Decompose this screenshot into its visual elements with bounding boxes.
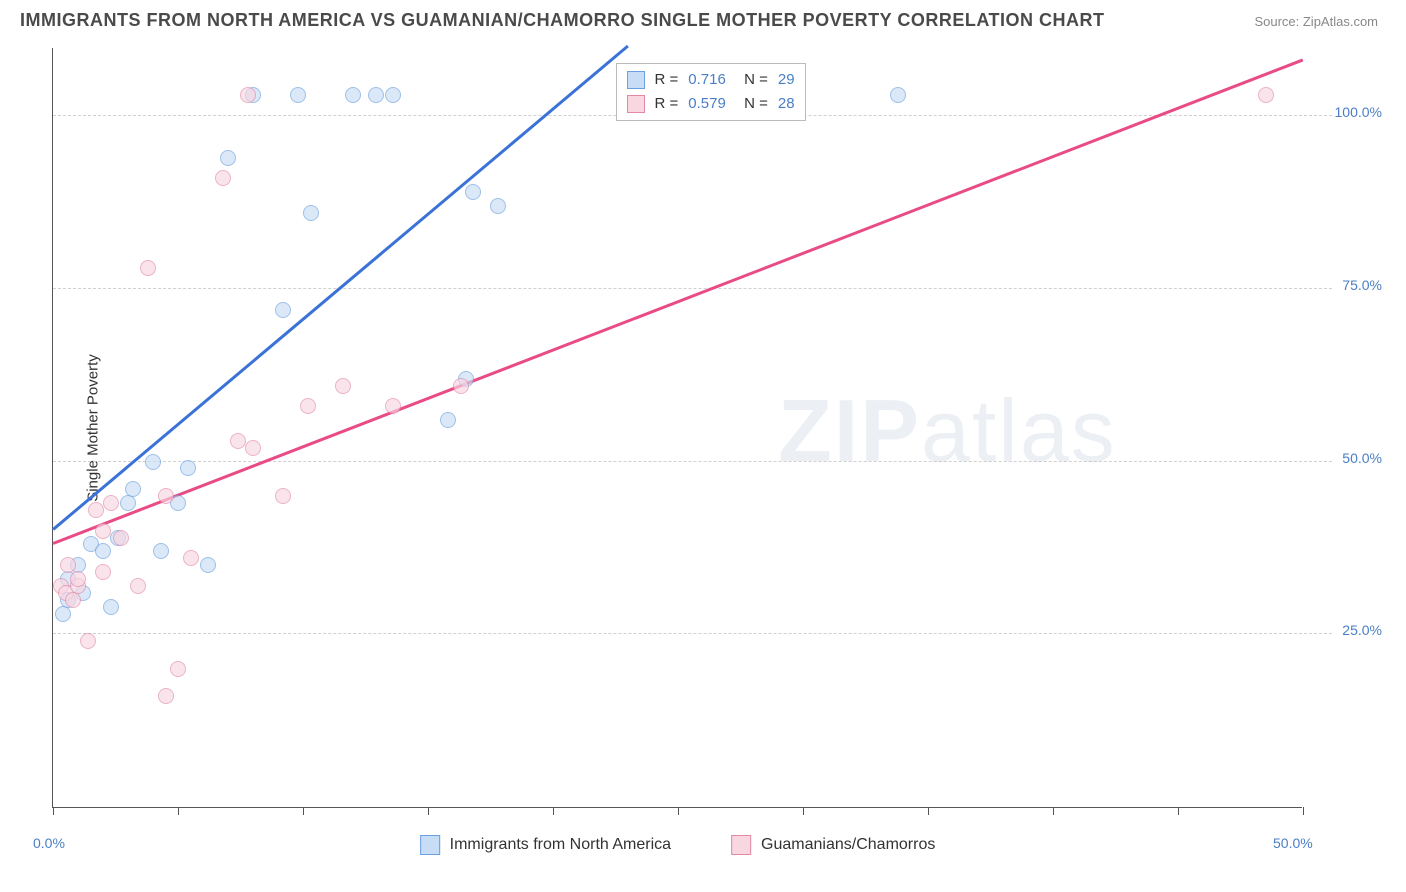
data-point-guamanians	[80, 633, 96, 649]
x-tick	[553, 807, 554, 815]
data-point-guamanians	[95, 523, 111, 539]
data-point-guamanians	[65, 592, 81, 608]
x-tick	[1178, 807, 1179, 815]
chart-title: IMMIGRANTS FROM NORTH AMERICA VS GUAMANI…	[20, 10, 1104, 31]
data-point-guamanians	[385, 398, 401, 414]
gridline	[53, 633, 1332, 634]
series-legend: Immigrants from North America Guamanians/…	[420, 835, 936, 855]
data-point-immigrants	[385, 87, 401, 103]
x-tick	[428, 807, 429, 815]
data-point-immigrants	[368, 87, 384, 103]
gridline	[53, 288, 1332, 289]
y-tick-label: 25.0%	[1342, 622, 1382, 638]
data-point-immigrants	[303, 205, 319, 221]
y-axis-title: Single Mother Poverty	[84, 354, 101, 502]
data-point-guamanians	[88, 502, 104, 518]
data-point-guamanians	[95, 564, 111, 580]
data-point-immigrants	[103, 599, 119, 615]
data-point-guamanians	[335, 378, 351, 394]
n-label: N =	[736, 92, 768, 116]
data-point-guamanians	[230, 433, 246, 449]
x-tick-label: 0.0%	[33, 835, 65, 851]
data-point-guamanians	[103, 495, 119, 511]
stats-row-guamanians: R = 0.579 N = 28	[627, 92, 795, 116]
watermark: ZIPatlas	[778, 380, 1117, 482]
data-point-immigrants	[465, 184, 481, 200]
data-point-immigrants	[345, 87, 361, 103]
x-tick-label: 50.0%	[1273, 835, 1313, 851]
data-point-immigrants	[890, 87, 906, 103]
n-label: N =	[736, 68, 768, 92]
data-point-guamanians	[70, 571, 86, 587]
data-point-immigrants	[95, 543, 111, 559]
legend-label: Guamanians/Chamorros	[761, 836, 935, 854]
correlation-stats-box: R = 0.716 N = 29R = 0.579 N = 28	[616, 63, 806, 121]
x-tick	[53, 807, 54, 815]
gridline	[53, 461, 1332, 462]
legend-swatch	[627, 95, 645, 113]
data-point-guamanians	[215, 170, 231, 186]
r-label: R =	[655, 92, 679, 116]
data-point-immigrants	[200, 557, 216, 573]
data-point-immigrants	[220, 150, 236, 166]
x-tick	[928, 807, 929, 815]
data-point-guamanians	[170, 661, 186, 677]
data-point-guamanians	[245, 440, 261, 456]
y-tick-label: 100.0%	[1335, 104, 1382, 120]
n-value: 29	[778, 68, 795, 92]
legend-label: Immigrants from North America	[450, 836, 671, 854]
r-value: 0.716	[688, 68, 726, 92]
data-point-immigrants	[125, 481, 141, 497]
data-point-guamanians	[158, 688, 174, 704]
trend-line-guamanians	[53, 58, 1304, 544]
data-point-guamanians	[183, 550, 199, 566]
x-tick	[1053, 807, 1054, 815]
data-point-guamanians	[453, 378, 469, 394]
data-point-guamanians	[240, 87, 256, 103]
data-point-immigrants	[275, 302, 291, 318]
data-point-immigrants	[153, 543, 169, 559]
scatter-plot-area: Single Mother Poverty 25.0%50.0%75.0%100…	[52, 48, 1302, 808]
r-value: 0.579	[688, 92, 726, 116]
data-point-guamanians	[275, 488, 291, 504]
x-tick	[678, 807, 679, 815]
y-tick-label: 50.0%	[1342, 450, 1382, 466]
legend-item-guamanians: Guamanians/Chamorros	[731, 835, 935, 855]
y-tick-label: 75.0%	[1342, 277, 1382, 293]
data-point-immigrants	[180, 460, 196, 476]
data-point-guamanians	[1258, 87, 1274, 103]
data-point-guamanians	[130, 578, 146, 594]
legend-swatch	[731, 835, 751, 855]
data-point-guamanians	[300, 398, 316, 414]
n-value: 28	[778, 92, 795, 116]
data-point-immigrants	[440, 412, 456, 428]
legend-item-immigrants: Immigrants from North America	[420, 835, 671, 855]
data-point-immigrants	[120, 495, 136, 511]
data-point-immigrants	[490, 198, 506, 214]
source-attribution: Source: ZipAtlas.com	[1254, 14, 1378, 29]
r-label: R =	[655, 68, 679, 92]
x-tick	[1303, 807, 1304, 815]
data-point-immigrants	[290, 87, 306, 103]
data-point-guamanians	[158, 488, 174, 504]
x-tick	[803, 807, 804, 815]
legend-swatch	[627, 71, 645, 89]
x-tick	[303, 807, 304, 815]
x-tick	[178, 807, 179, 815]
data-point-guamanians	[140, 260, 156, 276]
data-point-immigrants	[145, 454, 161, 470]
data-point-guamanians	[113, 530, 129, 546]
stats-row-immigrants: R = 0.716 N = 29	[627, 68, 795, 92]
legend-swatch	[420, 835, 440, 855]
data-point-immigrants	[55, 606, 71, 622]
